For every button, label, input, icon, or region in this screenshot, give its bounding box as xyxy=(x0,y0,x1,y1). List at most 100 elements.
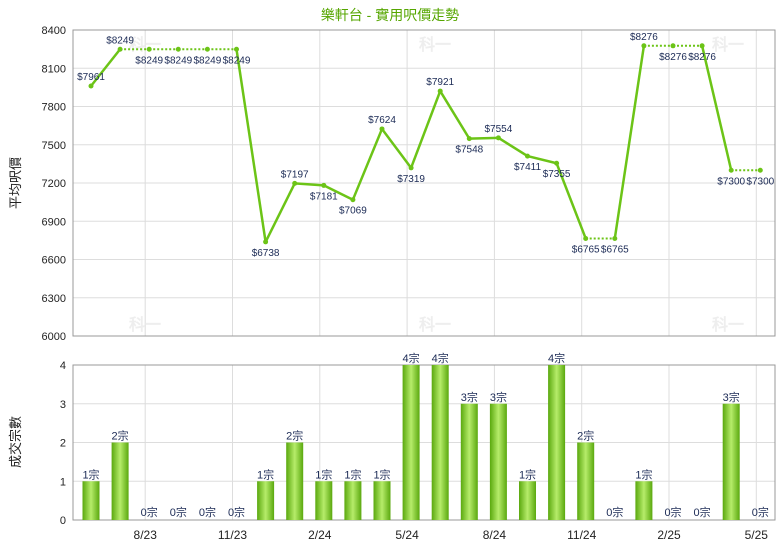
watermark: 科一 xyxy=(712,35,744,54)
price-point-label: $7411 xyxy=(514,162,542,173)
price-point xyxy=(204,46,210,52)
price-point xyxy=(234,46,239,52)
price-point-label: $7300 xyxy=(746,176,774,187)
volume-bar xyxy=(722,403,740,520)
price-point xyxy=(728,167,734,173)
price-point xyxy=(88,83,94,89)
volume-bar-label: 0宗 xyxy=(752,505,769,519)
price-point xyxy=(321,182,327,188)
volume-bar xyxy=(635,481,653,520)
price-point-label: $7624 xyxy=(368,115,396,126)
price-line-segment xyxy=(380,128,413,169)
volume-bar-label: 0宗 xyxy=(694,505,711,519)
price-line-segment xyxy=(439,90,471,140)
price-tick-label: 8100 xyxy=(42,63,66,75)
volume-bar xyxy=(489,403,507,520)
volume-bar-label: 1宗 xyxy=(257,467,274,481)
volume-bar-label: 4宗 xyxy=(432,351,449,365)
price-tick-label: 7500 xyxy=(42,140,66,152)
price-line-segment xyxy=(409,90,442,169)
volume-bar-label: 4宗 xyxy=(548,351,565,365)
price-line-segment xyxy=(294,182,324,187)
volume-bar-label: 0宗 xyxy=(228,505,245,519)
price-line-segment xyxy=(90,48,122,87)
x-tick-label: 2/25 xyxy=(657,528,681,542)
price-point-label: $7921 xyxy=(426,77,454,88)
price-plot-frame xyxy=(72,29,776,337)
price-point xyxy=(699,43,705,49)
price-point xyxy=(757,167,763,173)
price-point-label: $6765 xyxy=(572,244,600,255)
volume-bar xyxy=(548,365,566,520)
volume-bar-label: 0宗 xyxy=(664,505,681,519)
price-line-segment xyxy=(469,136,499,140)
price-point-label: $7319 xyxy=(397,174,425,185)
volume-bar-label: 1宗 xyxy=(519,467,536,481)
price-point-label: $7961 xyxy=(77,72,105,83)
price-line-segment xyxy=(235,49,267,243)
volume-bar xyxy=(577,442,595,520)
volume-bar-label: 2宗 xyxy=(286,429,303,443)
volume-bar-label: 0宗 xyxy=(141,505,158,519)
x-tick-label: 11/23 xyxy=(218,528,247,542)
volume-bar-label: 3宗 xyxy=(723,390,740,404)
price-point-label: $8276 xyxy=(630,32,658,43)
volume-axis-label: 成交宗數 xyxy=(8,416,23,468)
price-point xyxy=(263,239,269,245)
price-point xyxy=(612,235,618,241)
price-point-label: $7197 xyxy=(281,169,309,180)
volume-bar-label: 0宗 xyxy=(170,505,187,519)
price-point-label: $7355 xyxy=(543,169,571,180)
price-point-label: $8249 xyxy=(223,55,251,66)
price-point-label: $8249 xyxy=(135,55,163,66)
volume-tick-label: 4 xyxy=(60,360,66,372)
price-point-label: $7548 xyxy=(455,145,483,156)
volume-bar xyxy=(402,365,420,520)
volume-bar-label: 3宗 xyxy=(461,390,478,404)
price-point xyxy=(117,46,123,52)
watermark: 科一 xyxy=(419,315,451,334)
price-point xyxy=(408,165,414,171)
volume-bar-panel: 0 1 2 3 4 1宗 2宗 0宗 0宗 0宗 0宗 1宗 2宗 1宗 1宗 1宗 4宗 4宗 3宗 3宗 1宗 4宗 2… xyxy=(60,351,776,542)
price-point xyxy=(641,43,647,49)
volume-bar xyxy=(257,481,275,520)
price-point xyxy=(525,153,530,159)
volume-bar xyxy=(460,403,478,520)
price-tick-label: 6600 xyxy=(42,255,66,267)
chart-title: 樂軒台 - 實用呎價走勢 xyxy=(321,7,459,23)
volume-tick-label: 0 xyxy=(60,515,66,527)
price-line-segment xyxy=(323,184,354,201)
price-point-label: $8249 xyxy=(106,35,134,46)
x-tick-label: 2/24 xyxy=(308,528,332,542)
volume-bar-label: 1宗 xyxy=(82,467,99,481)
volume-bar xyxy=(431,365,449,520)
volume-tick-label: 2 xyxy=(60,438,66,450)
price-line-segment xyxy=(700,45,733,171)
price-tick-label: 7800 xyxy=(42,102,66,114)
price-point xyxy=(437,88,443,94)
price-point xyxy=(292,180,298,186)
volume-bar-label: 4宗 xyxy=(403,351,420,365)
volume-bar xyxy=(315,481,333,520)
volume-bar xyxy=(344,481,362,520)
price-point xyxy=(350,197,356,203)
price-line-segment xyxy=(497,136,529,158)
volume-bar xyxy=(286,442,304,520)
price-point xyxy=(175,46,181,52)
x-tick-label: 8/24 xyxy=(483,528,507,542)
price-tick-label: 8400 xyxy=(42,25,66,37)
price-point xyxy=(670,43,676,49)
volume-bar xyxy=(82,481,100,520)
x-tick-label: 8/23 xyxy=(134,528,158,542)
volume-tick-label: 1 xyxy=(60,476,66,488)
volume-bar xyxy=(373,481,391,520)
watermark: 科一 xyxy=(129,315,161,334)
volume-bar-label: 2宗 xyxy=(112,429,129,443)
price-point-label: $8276 xyxy=(688,52,716,63)
volume-bar xyxy=(519,481,536,520)
price-point xyxy=(146,46,152,52)
volume-bar-label: 1宗 xyxy=(315,467,332,481)
volume-tick-label: 3 xyxy=(60,399,66,411)
price-point xyxy=(495,135,501,141)
